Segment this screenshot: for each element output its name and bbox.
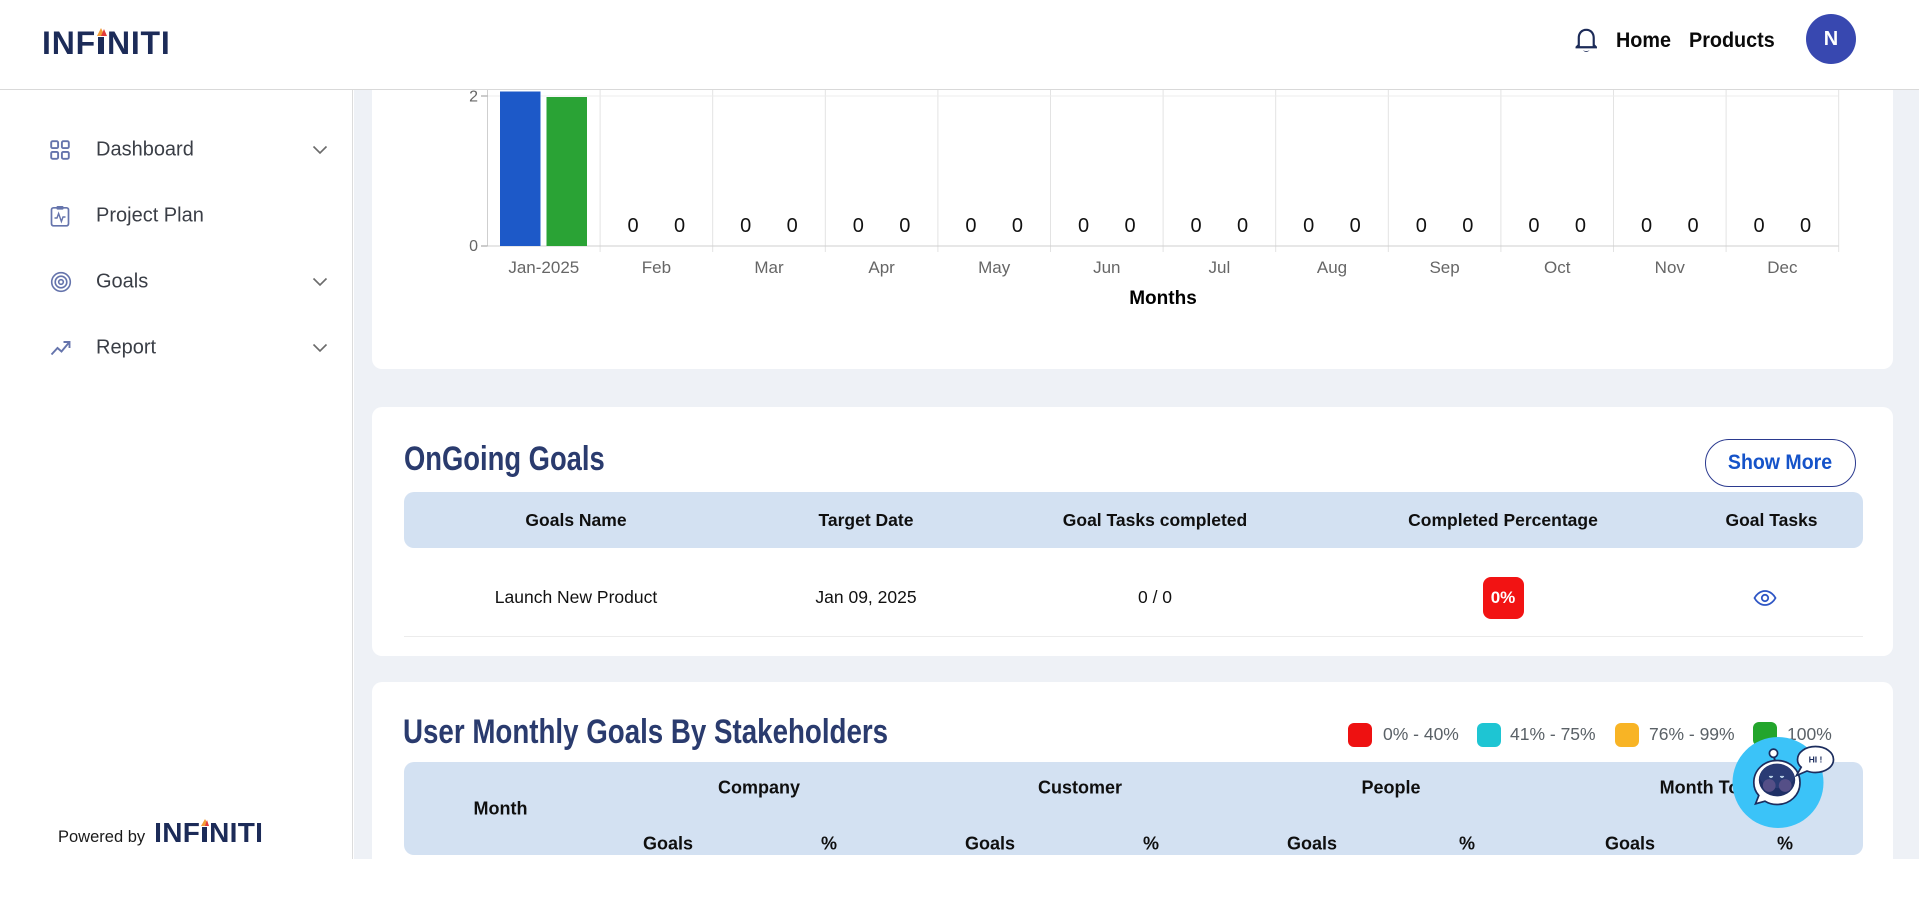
svg-text:0: 0: [674, 215, 685, 237]
svg-text:0: 0: [965, 215, 976, 237]
svg-text:Jun: Jun: [1093, 258, 1120, 277]
svg-text:0: 0: [1462, 215, 1473, 237]
svg-text:0: 0: [1078, 215, 1089, 237]
svg-text:Jul: Jul: [1209, 258, 1231, 277]
svg-text:0: 0: [1012, 215, 1023, 237]
svg-text:Sep: Sep: [1429, 258, 1459, 277]
svg-text:0: 0: [1687, 215, 1698, 237]
svg-text:Oct: Oct: [1544, 258, 1571, 277]
svg-text:0: 0: [740, 215, 751, 237]
svg-text:Feb: Feb: [642, 258, 671, 277]
svg-text:Dec: Dec: [1767, 258, 1798, 277]
svg-text:Mar: Mar: [754, 258, 784, 277]
svg-text:0: 0: [853, 215, 864, 237]
svg-text:0: 0: [1754, 215, 1765, 237]
svg-text:Jan-2025: Jan-2025: [508, 258, 579, 277]
svg-text:0: 0: [1303, 215, 1314, 237]
svg-text:0: 0: [1575, 215, 1586, 237]
svg-text:0: 0: [1800, 215, 1811, 237]
svg-text:May: May: [978, 258, 1011, 277]
svg-text:0: 0: [1528, 215, 1539, 237]
svg-text:0: 0: [1124, 215, 1135, 237]
svg-text:0: 0: [1191, 215, 1202, 237]
svg-text:0: 0: [1641, 215, 1652, 237]
svg-text:0: 0: [1416, 215, 1427, 237]
svg-text:2: 2: [469, 90, 478, 106]
svg-text:0: 0: [628, 215, 639, 237]
svg-text:Months: Months: [1129, 288, 1197, 309]
svg-text:0: 0: [1237, 215, 1248, 237]
svg-text:0: 0: [469, 238, 478, 255]
svg-text:0: 0: [787, 215, 798, 237]
svg-text:0: 0: [899, 215, 910, 237]
svg-text:HI !: HI !: [1809, 755, 1823, 765]
svg-text:Aug: Aug: [1317, 258, 1347, 277]
svg-text:Apr: Apr: [868, 258, 895, 277]
svg-text:0: 0: [1350, 215, 1361, 237]
svg-text:Nov: Nov: [1655, 258, 1686, 277]
